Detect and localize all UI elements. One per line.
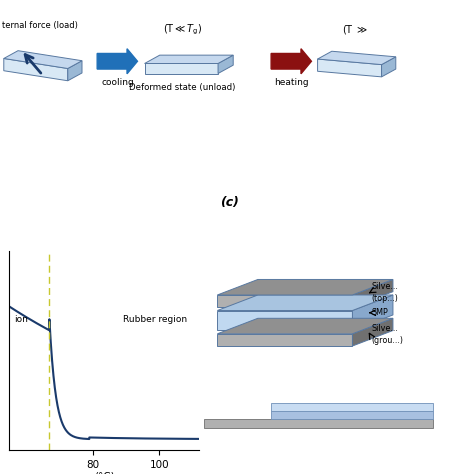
- Polygon shape: [382, 57, 396, 77]
- X-axis label: (°C): (°C): [94, 472, 115, 474]
- Polygon shape: [145, 64, 218, 73]
- Text: Rubber region: Rubber region: [123, 315, 187, 324]
- Polygon shape: [217, 334, 352, 346]
- Polygon shape: [352, 280, 393, 307]
- Text: ion: ion: [15, 315, 28, 324]
- Polygon shape: [271, 411, 433, 419]
- Text: heating: heating: [274, 78, 309, 87]
- Text: SMP: SMP: [371, 308, 388, 317]
- Polygon shape: [4, 58, 68, 81]
- Polygon shape: [217, 295, 352, 307]
- Polygon shape: [217, 295, 393, 310]
- Polygon shape: [318, 51, 396, 64]
- FancyArrow shape: [97, 49, 137, 74]
- Polygon shape: [352, 318, 393, 346]
- Polygon shape: [271, 403, 433, 411]
- Polygon shape: [217, 310, 352, 330]
- Polygon shape: [217, 280, 393, 295]
- Text: (T$\ll$$T_{\rm g}$): (T$\ll$$T_{\rm g}$): [163, 23, 202, 37]
- Text: Silve...
(top...): Silve... (top...): [371, 283, 398, 302]
- Text: ternal force (load): ternal force (load): [2, 20, 78, 29]
- Polygon shape: [145, 55, 233, 64]
- FancyArrow shape: [271, 49, 311, 74]
- Text: (c): (c): [220, 196, 239, 209]
- Polygon shape: [218, 55, 233, 73]
- Text: (T $\gg$: (T $\gg$: [342, 23, 369, 36]
- Text: Silve...
(grou...): Silve... (grou...): [371, 324, 403, 345]
- Polygon shape: [352, 295, 393, 330]
- Polygon shape: [318, 59, 382, 77]
- Polygon shape: [68, 61, 82, 81]
- Polygon shape: [204, 419, 433, 428]
- Text: Deformed state (unload): Deformed state (unload): [129, 83, 236, 92]
- Polygon shape: [4, 51, 82, 69]
- Text: cooling: cooling: [101, 78, 134, 87]
- Polygon shape: [217, 318, 393, 334]
